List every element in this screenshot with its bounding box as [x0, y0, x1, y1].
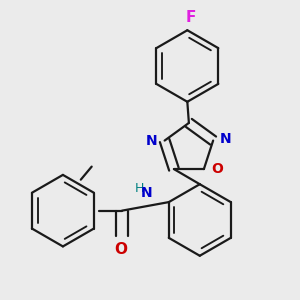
Text: N: N	[146, 134, 158, 148]
Text: F: F	[185, 10, 196, 25]
Text: N: N	[141, 186, 153, 200]
Text: N: N	[220, 132, 232, 146]
Text: O: O	[212, 162, 224, 176]
Text: O: O	[114, 242, 127, 257]
Text: H: H	[134, 182, 144, 196]
